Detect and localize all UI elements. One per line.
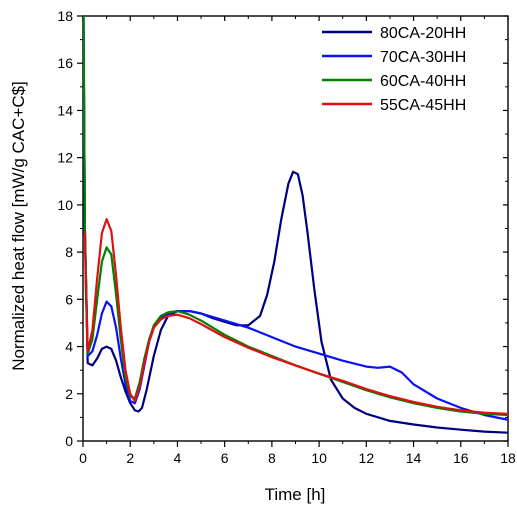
y-tick-label: 14 — [57, 102, 73, 118]
x-tick-label: 6 — [221, 450, 229, 466]
legend-label: 80CA-20HH — [380, 25, 466, 42]
series-line-55ca-45hh — [83, 218, 508, 415]
x-axis-title: Time [h] — [265, 485, 326, 504]
y-tick-label: 0 — [65, 433, 73, 449]
legend: 80CA-20HH 70CA-30HH 60CA-40HH 55CA-45HH — [322, 25, 466, 114]
y-tick-label: 16 — [57, 55, 73, 71]
y-tick-label: 6 — [65, 291, 73, 307]
x-tick-label: 14 — [406, 450, 422, 466]
x-tick-label: 12 — [359, 450, 375, 466]
y-tick-label: 10 — [57, 197, 73, 213]
x-tick-label: 0 — [79, 450, 87, 466]
y-tick-label: 18 — [57, 8, 73, 24]
x-tick-label: 16 — [453, 450, 469, 466]
series-layer — [83, 16, 508, 434]
axes: 0 2 4 6 8 10 12 14 16 18 0 2 4 6 8 10 12 14 16 18 — [57, 8, 516, 466]
x-tick-label: 18 — [500, 450, 516, 466]
x-tick-label: 8 — [268, 450, 276, 466]
y-tick-label: 12 — [57, 150, 73, 166]
y-axis-title: Normalized heat flow [mW/g CAC+C$] — [9, 81, 28, 371]
legend-label: 70CA-30HH — [380, 49, 466, 66]
x-tick-label: 2 — [126, 450, 134, 466]
y-tick-label: 4 — [65, 339, 73, 355]
legend-label: 55CA-45HH — [380, 97, 466, 114]
series-line-80ca-20hh — [83, 16, 508, 434]
y-tick-label: 2 — [65, 386, 73, 402]
y-tick-label: 8 — [65, 244, 73, 260]
x-tick-label: 4 — [174, 450, 182, 466]
x-tick-label: 10 — [311, 450, 327, 466]
legend-label: 60CA-40HH — [380, 73, 466, 90]
